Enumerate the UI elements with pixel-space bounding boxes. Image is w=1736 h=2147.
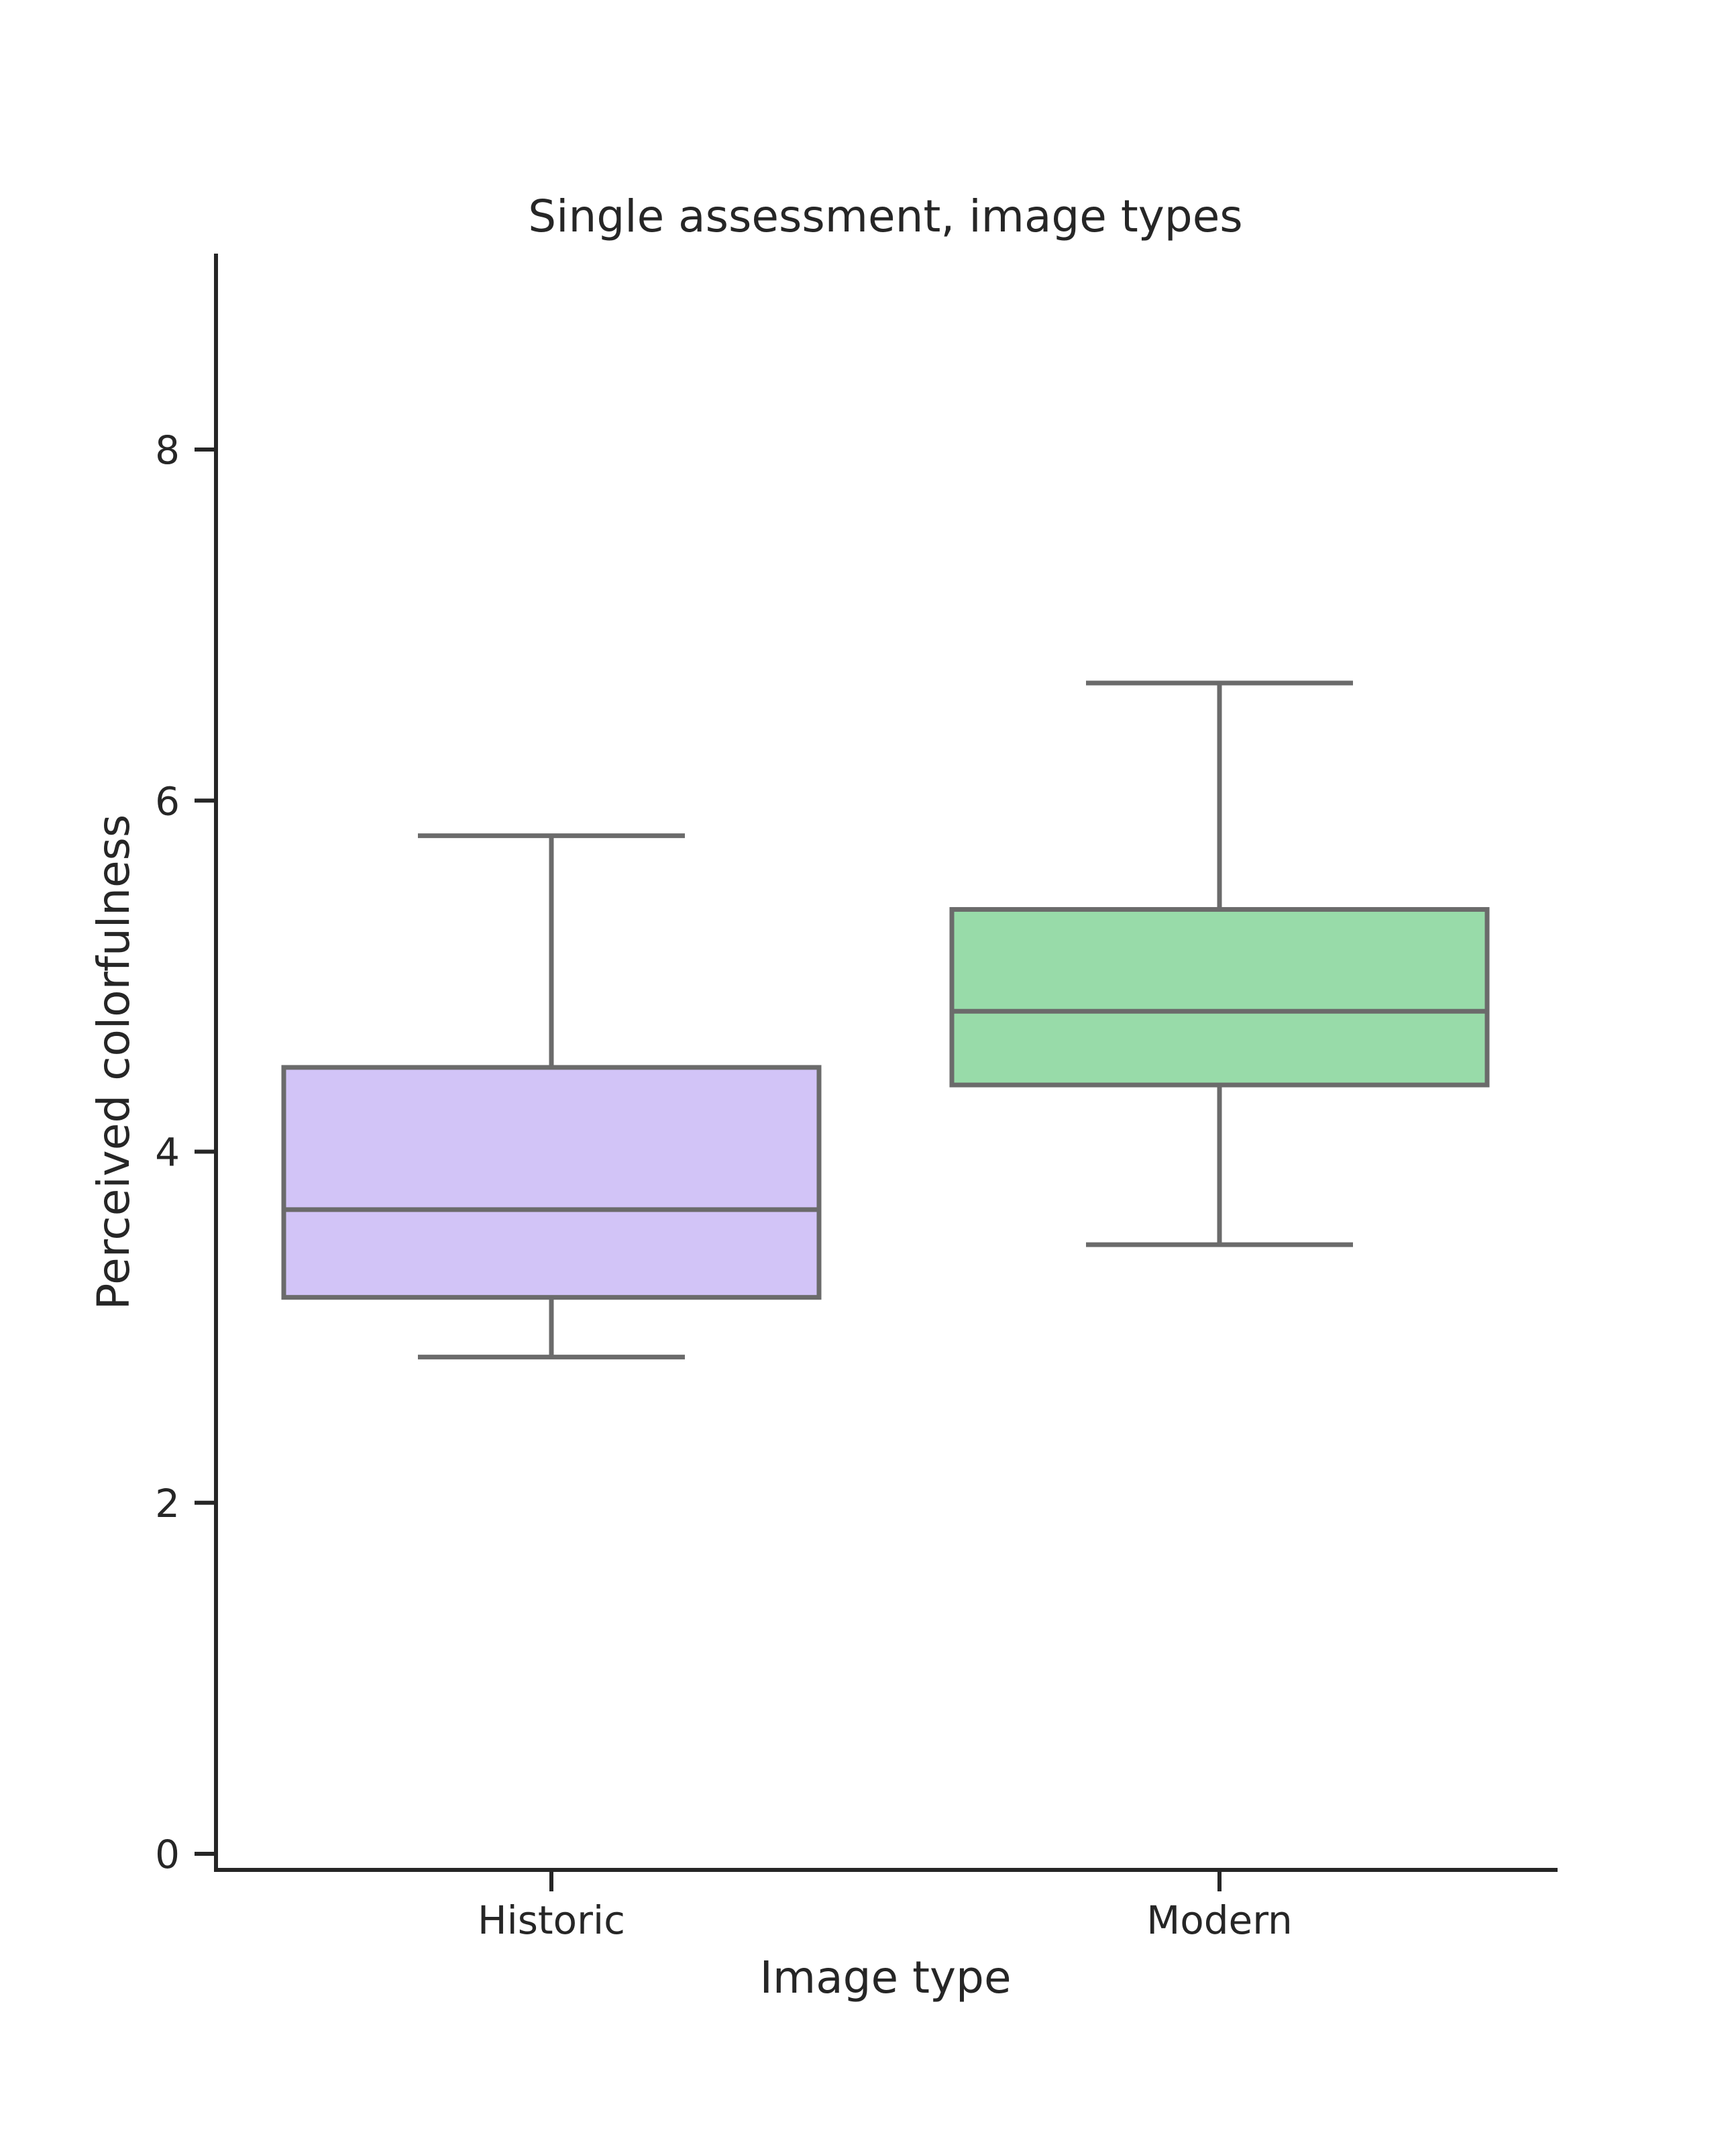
x-tick-label: Modern <box>1146 1897 1293 1943</box>
y-tick-label: 6 <box>155 778 180 824</box>
x-axis-ticks: Historic Modern <box>478 1870 1293 1943</box>
box-series <box>281 680 1490 1360</box>
y-tick-label: 4 <box>155 1130 180 1175</box>
x-tick-label: Historic <box>478 1897 625 1943</box>
y-tick-label: 8 <box>155 427 180 473</box>
chart-title: Single assessment, image types <box>528 191 1242 242</box>
y-tick-label: 0 <box>155 1832 180 1877</box>
iqr-box <box>281 1065 822 1300</box>
box-modern <box>949 680 1490 1247</box>
y-axis-ticks: 0 2 4 6 8 <box>155 427 216 1877</box>
x-axis-label: Image type <box>759 1952 1011 2003</box>
iqr-box <box>949 906 1490 1088</box>
box-historic <box>281 833 822 1360</box>
y-tick-label: 2 <box>155 1481 180 1526</box>
y-axis-label: Perceived colorfulness <box>88 815 140 1310</box>
